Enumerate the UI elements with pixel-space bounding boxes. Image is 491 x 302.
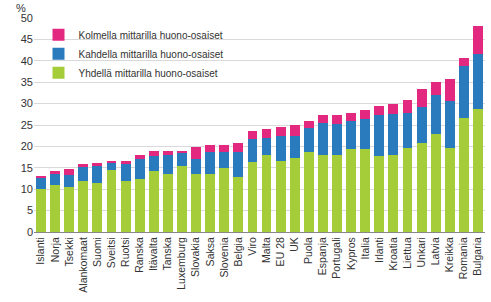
svg-text:Itävalta: Itävalta — [147, 237, 159, 271]
svg-text:Kreikka: Kreikka — [443, 237, 455, 272]
svg-text:Tanska: Tanska — [161, 237, 173, 270]
svg-text:Irlanti: Irlanti — [373, 237, 385, 263]
svg-text:Kypros: Kypros — [345, 237, 357, 270]
svg-text:Malta: Malta — [260, 237, 272, 263]
svg-text:20: 20 — [21, 140, 33, 152]
svg-text:UK: UK — [288, 237, 300, 252]
svg-text:35: 35 — [21, 76, 33, 88]
svg-text:Alankomaat: Alankomaat — [77, 237, 89, 293]
svg-text:Islanti: Islanti — [34, 237, 46, 264]
svg-text:Belgia: Belgia — [232, 237, 244, 266]
svg-text:Saksa: Saksa — [204, 237, 216, 266]
svg-text:Kolmella mittarilla huono-osai: Kolmella mittarilla huono-osaiset — [79, 30, 223, 41]
svg-text:Slovenia: Slovenia — [218, 237, 230, 277]
svg-text:15: 15 — [21, 162, 33, 174]
svg-text:0: 0 — [27, 226, 33, 238]
svg-text:Ruotsi: Ruotsi — [119, 237, 131, 267]
svg-text:Viro: Viro — [246, 237, 258, 256]
svg-text:Luxemburg: Luxemburg — [175, 237, 187, 290]
svg-text:50: 50 — [21, 12, 33, 24]
svg-text:30: 30 — [21, 97, 33, 109]
svg-text:%: % — [16, 2, 26, 14]
svg-text:5: 5 — [27, 204, 33, 216]
svg-text:Slovakia: Slovakia — [189, 237, 201, 277]
svg-text:Romania: Romania — [457, 237, 469, 279]
svg-text:Sveitsi: Sveitsi — [105, 237, 117, 268]
svg-text:40: 40 — [21, 55, 33, 67]
svg-text:Puola: Puola — [302, 237, 314, 264]
svg-text:Kahdella mittarilla huono-osai: Kahdella mittarilla huono-osaiset — [79, 49, 224, 60]
svg-text:Italia: Italia — [359, 237, 371, 259]
svg-text:45: 45 — [21, 33, 33, 45]
svg-text:25: 25 — [21, 119, 33, 131]
svg-text:Ranska: Ranska — [133, 237, 145, 273]
svg-text:Suomi: Suomi — [91, 237, 103, 267]
svg-text:Portugali: Portugali — [330, 237, 342, 278]
svg-text:Tsekki: Tsekki — [63, 237, 75, 266]
svg-text:Bulgaria: Bulgaria — [471, 237, 483, 276]
svg-text:Yhdellä mittarilla huono-osais: Yhdellä mittarilla huono-osaiset — [79, 68, 218, 79]
svg-text:10: 10 — [21, 183, 33, 195]
svg-text:EU 28: EU 28 — [274, 237, 286, 266]
svg-text:Unkari: Unkari — [415, 237, 427, 267]
svg-text:Latvia: Latvia — [429, 237, 441, 265]
svg-text:Liettua: Liettua — [401, 237, 413, 269]
svg-text:Kroatia: Kroatia — [387, 237, 399, 270]
svg-text:Espanja: Espanja — [316, 237, 328, 275]
svg-text:Norja: Norja — [49, 237, 61, 262]
